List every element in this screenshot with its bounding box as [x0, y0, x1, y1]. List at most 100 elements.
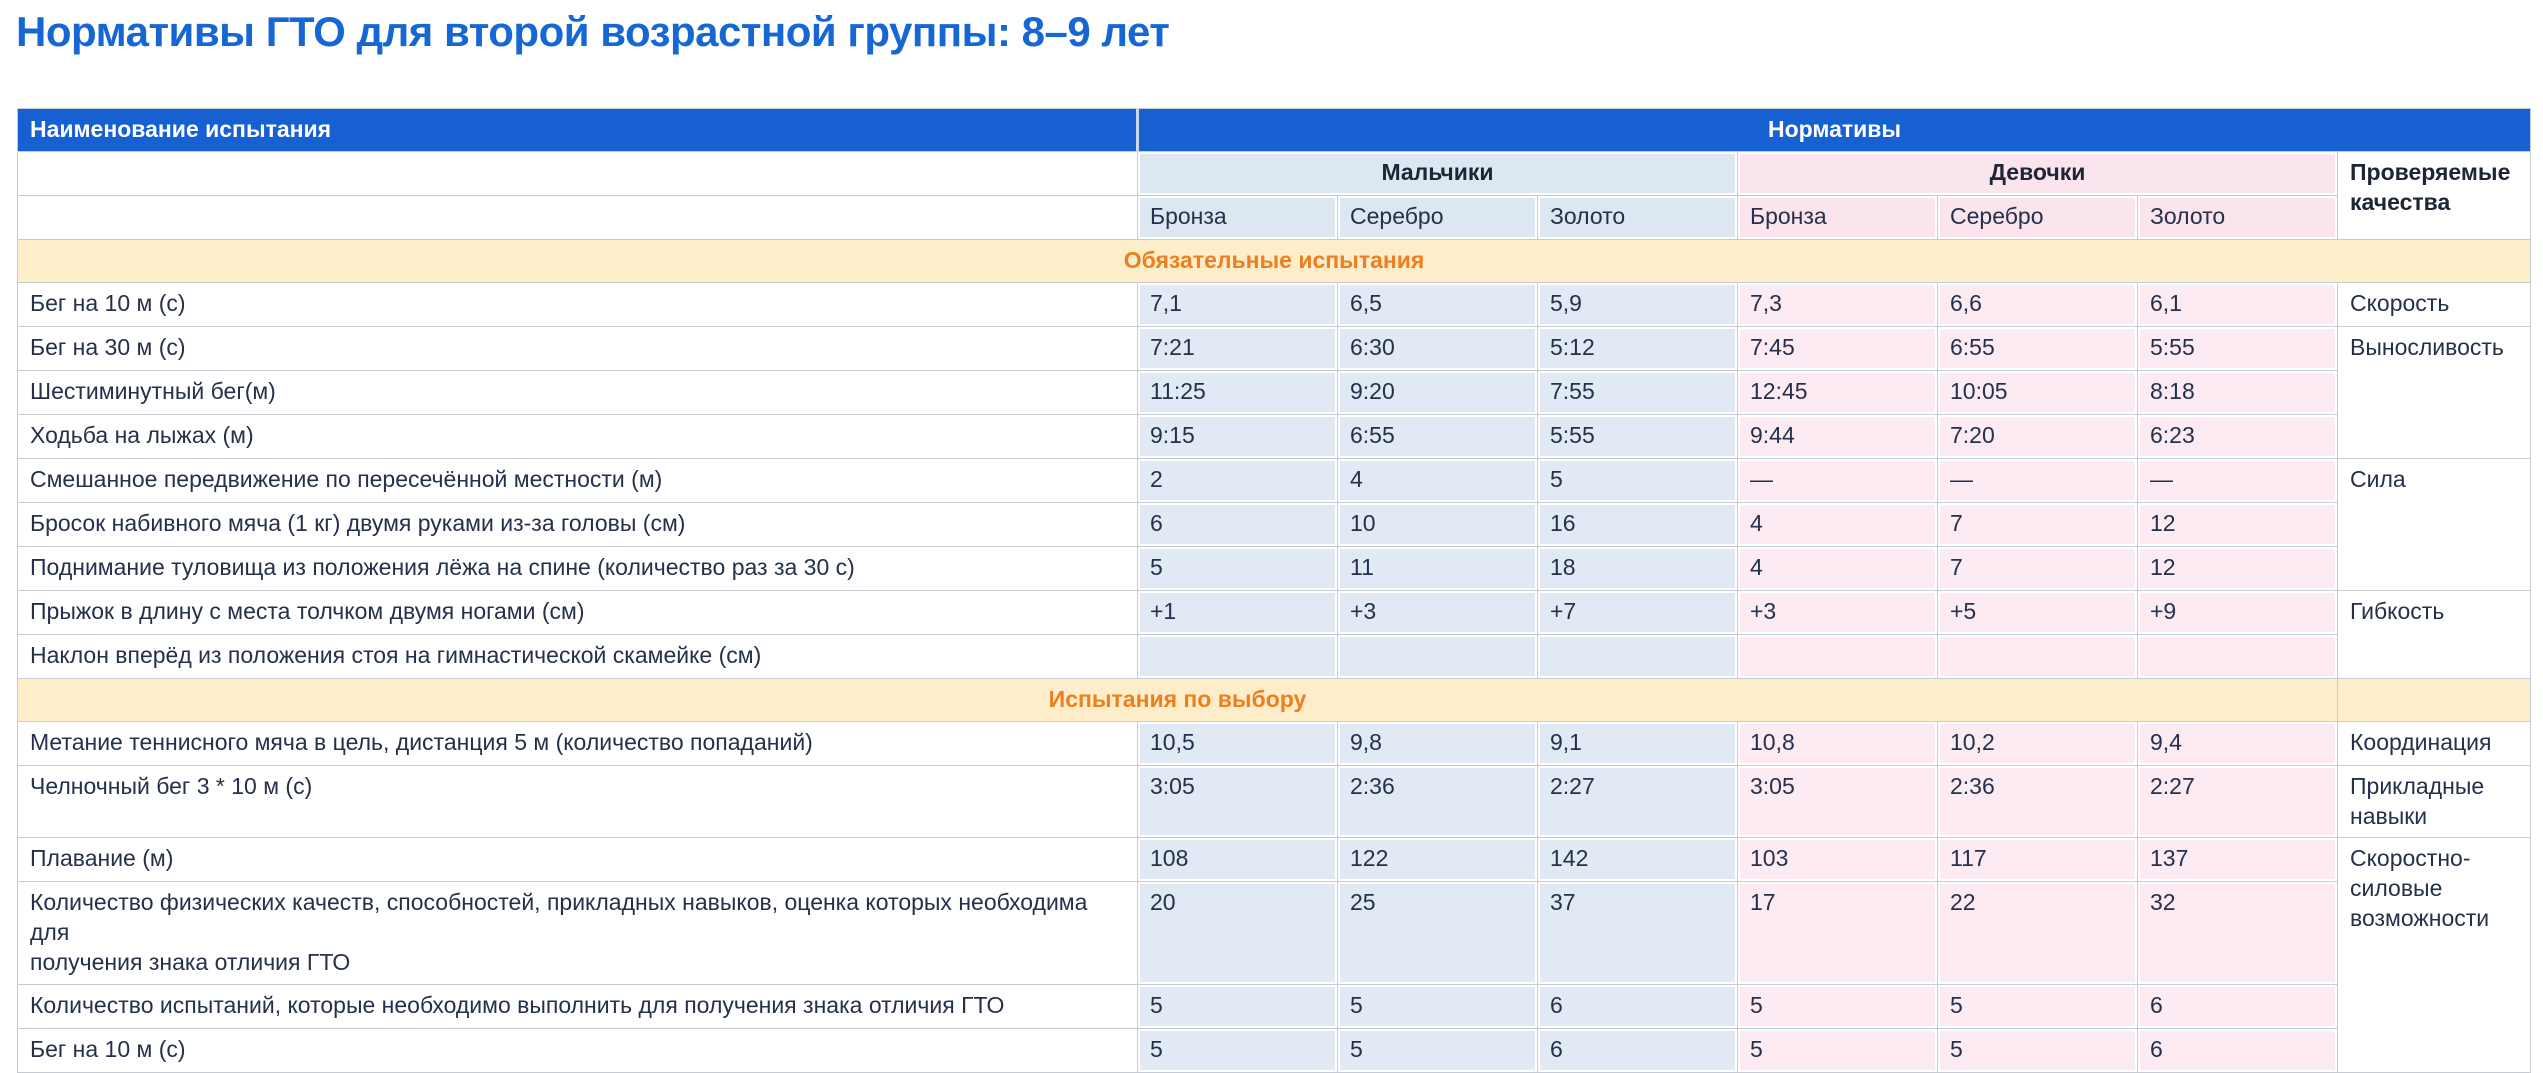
medal-header-girls-bronze: Бронза	[1737, 194, 1938, 240]
test-name-cell: Ходьба на лыжах (м)	[17, 413, 1138, 459]
value-cell-girls-gold: 8:18	[2137, 369, 2338, 415]
value-cell-girls-gold: +9	[2137, 589, 2338, 635]
value-cell-girls-bronze: —	[1737, 457, 1938, 503]
page-title: Нормативы ГТО для второй возрастной груп…	[16, 8, 1170, 55]
value-cell-boys-bronze: 6	[1137, 501, 1338, 547]
test-name-cell: Поднимание туловища из положения лёжа на…	[17, 545, 1138, 591]
medal-header-girls-gold: Золото	[2137, 194, 2338, 240]
value-cell-girls-bronze: 17	[1737, 881, 1938, 986]
value-cell-boys-gold: 18	[1537, 545, 1738, 591]
value-cell-girls-silver: +5	[1937, 589, 2138, 635]
value-cell-girls-silver: 10:05	[1937, 369, 2138, 415]
table-row: Бег на 10 м (с) 7,1 6,5 5,9 7,3 6,6 6,1 …	[17, 281, 2532, 327]
medal-header-girls-silver: Серебро	[1937, 194, 2138, 240]
table-row: Бросок набивного мяча (1 кг) двумя рукам…	[17, 501, 2531, 547]
table-row: Прыжок в длину с места толчком двумя ног…	[17, 589, 2532, 679]
value-cell-boys-bronze: 108	[1137, 837, 1338, 883]
value-cell-boys-gold: 37	[1537, 881, 1738, 986]
header-row-medals: Бронза Серебро Золото Бронза Серебро Зол…	[17, 194, 2531, 240]
test-name-cell: Бег на 30 м (с)	[17, 325, 1138, 371]
value-cell-boys-silver: 9,8	[1337, 720, 1538, 766]
table-row: Количество испытаний, которые необходимо…	[17, 984, 2531, 1030]
section-row-optional: Испытания по выбору	[17, 677, 2532, 722]
value-cell-girls-gold: 2:27	[2137, 764, 2338, 839]
value-cell-boys-bronze: 7,1	[1137, 281, 1338, 327]
value-cell-boys-silver: 11	[1337, 545, 1538, 591]
value-cell-boys-bronze: 3:05	[1137, 764, 1338, 839]
table-row: Наклон вперёд из положения стоя на гимна…	[17, 633, 2531, 679]
table-row: Метание теннисного мяча в цель, дистанци…	[17, 720, 2532, 766]
value-cell-boys-silver: 6,5	[1337, 281, 1538, 327]
value-cell-boys-gold	[1537, 633, 1738, 679]
value-cell-boys-silver: 2:36	[1337, 764, 1538, 839]
medal-header-boys-silver: Серебро	[1337, 194, 1538, 240]
test-name-cell: Челночный бег 3 * 10 м (с)	[17, 764, 1138, 839]
test-name-cell: Плавание (м)	[17, 837, 1138, 883]
value-cell-girls-silver: 22	[1937, 881, 2138, 986]
value-cell-boys-silver: 6:55	[1337, 413, 1538, 459]
value-cell-girls-bronze: 7,3	[1737, 281, 1938, 327]
table-row: Бег на 10 м (с) 5 5 6 5 5 6	[17, 1028, 2531, 1073]
test-name-cell: Метание теннисного мяча в цель, дистанци…	[17, 720, 1138, 766]
value-cell-girls-gold: 12	[2137, 545, 2338, 591]
value-cell-boys-gold: 6	[1537, 1028, 1738, 1073]
value-cell-girls-bronze: +3	[1737, 589, 1938, 635]
value-cell-girls-gold: 6	[2137, 984, 2338, 1030]
value-cell-boys-gold: 16	[1537, 501, 1738, 547]
value-cell-boys-gold: +7	[1537, 589, 1738, 635]
test-name-cell: Бег на 10 м (с)	[17, 1028, 1138, 1073]
group-header-girls: Девочки	[1737, 150, 2338, 196]
value-cell-girls-gold: 9,4	[2137, 720, 2338, 766]
value-cell-girls-bronze	[1737, 633, 1938, 679]
value-cell-boys-silver: 5	[1337, 1028, 1538, 1073]
value-cell-boys-bronze: 7:21	[1137, 325, 1338, 371]
value-cell-boys-gold: 142	[1537, 837, 1738, 883]
value-cell-boys-silver: 25	[1337, 881, 1538, 986]
value-cell-boys-bronze: +1	[1137, 589, 1338, 635]
value-cell-boys-gold: 5:12	[1537, 325, 1738, 371]
test-name-cell: Прыжок в длину с места толчком двумя ног…	[17, 589, 1138, 635]
value-cell-girls-silver	[1937, 633, 2138, 679]
section-header-optional: Испытания по выбору	[17, 677, 2338, 722]
group-header-boys: Мальчики	[1137, 150, 1738, 196]
value-cell-girls-bronze: 7:45	[1737, 325, 1938, 371]
table-row: Поднимание туловища из положения лёжа на…	[17, 545, 2531, 591]
value-cell-girls-silver: 5	[1937, 984, 2138, 1030]
value-cell-boys-silver: 9:20	[1337, 369, 1538, 415]
value-cell-boys-bronze: 11:25	[1137, 369, 1338, 415]
value-cell-boys-gold: 7:55	[1537, 369, 1738, 415]
quality-cell-speed: Скорость	[2336, 281, 2532, 327]
empty-cell	[17, 150, 1138, 196]
value-cell-boys-gold: 9,1	[1537, 720, 1738, 766]
value-cell-boys-silver: 10	[1337, 501, 1538, 547]
quality-cell-applied-skills: Прикладные навыки	[2336, 764, 2532, 839]
value-cell-girls-gold: 6:23	[2137, 413, 2338, 459]
value-cell-girls-silver: 117	[1937, 837, 2138, 883]
value-cell-girls-gold: 32	[2137, 881, 2338, 986]
value-cell-girls-gold: 137	[2137, 837, 2338, 883]
empty-cell	[17, 194, 1138, 240]
value-cell-boys-bronze: 10,5	[1137, 720, 1338, 766]
value-cell-boys-bronze: 5	[1137, 545, 1338, 591]
value-cell-girls-gold: 6,1	[2137, 281, 2338, 327]
value-cell-girls-gold: —	[2137, 457, 2338, 503]
value-cell-girls-bronze: 4	[1737, 501, 1938, 547]
value-cell-boys-silver: 4	[1337, 457, 1538, 503]
table-row: Смешанное передвижение по пересечённой м…	[17, 457, 2532, 591]
value-cell-girls-silver: 6:55	[1937, 325, 2138, 371]
value-cell-girls-bronze: 9:44	[1737, 413, 1938, 459]
table-row: Челночный бег 3 * 10 м (с) 3:05 2:36 2:2…	[17, 764, 2532, 839]
value-cell-boys-silver: 5	[1337, 984, 1538, 1030]
table-row: Количество физических качеств, способнос…	[17, 881, 2531, 986]
medal-header-boys-bronze: Бронза	[1137, 194, 1338, 240]
section-row-mandatory: Обязательные испытания	[16, 238, 2532, 283]
value-cell-girls-silver: 6,6	[1937, 281, 2138, 327]
quality-cell-endurance: Выносливость	[2336, 325, 2532, 459]
value-cell-boys-gold: 5,9	[1537, 281, 1738, 327]
value-cell-girls-bronze: 3:05	[1737, 764, 1938, 839]
value-cell-girls-silver: 2:36	[1937, 764, 2138, 839]
section-header-mandatory: Обязательные испытания	[16, 238, 2532, 283]
quality-cell-coordination: Координация	[2336, 720, 2532, 766]
header-row-main: Наименование испытания Нормативы	[17, 108, 2532, 152]
value-cell-boys-gold: 5	[1537, 457, 1738, 503]
